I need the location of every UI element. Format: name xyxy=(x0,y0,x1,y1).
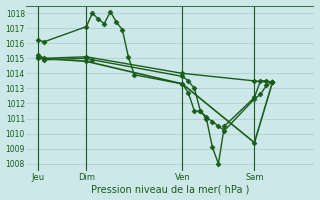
X-axis label: Pression niveau de la mer( hPa ): Pression niveau de la mer( hPa ) xyxy=(91,184,250,194)
